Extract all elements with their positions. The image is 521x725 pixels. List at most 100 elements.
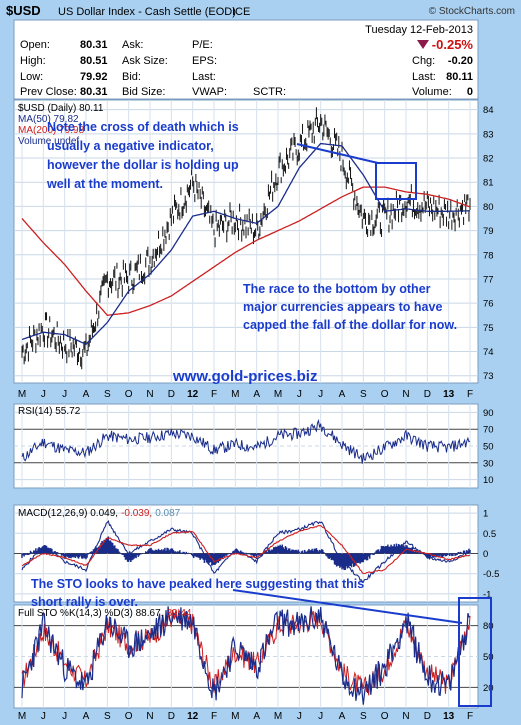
x-tick-label-bottom: J — [62, 711, 67, 722]
x-tick-label-bottom: D — [424, 711, 431, 722]
rsi-y-tick-label: 70 — [483, 425, 494, 436]
rsi-y-tick-label: 30 — [483, 458, 494, 469]
quote-panel — [13, 19, 479, 100]
sto-y-tick-label: 20 — [483, 683, 494, 694]
x-tick-label-top: D — [424, 389, 431, 400]
x-tick-label-bottom: F — [211, 711, 217, 722]
quote-field-label: P/E: — [192, 39, 213, 51]
annotation-line: usually a negative indicator, — [47, 139, 214, 153]
price-y-tick-label: 80 — [483, 202, 494, 213]
annotation-line: major currencies appears to have — [243, 300, 442, 314]
macd-legend: MACD(12,26,9) 0.049, -0.039, 0.087 — [18, 508, 181, 519]
price-y-tick-label: 81 — [483, 178, 494, 189]
x-tick-label-top: M — [231, 389, 239, 400]
ma200-line — [21, 186, 471, 316]
quote-field-label: EPS: — [192, 55, 217, 67]
x-tick-label-bottom: S — [104, 711, 111, 722]
x-tick-label-bottom: O — [381, 711, 389, 722]
macd-legend-hist: 0.087 — [155, 508, 180, 519]
x-tick-label-bottom: A — [253, 711, 260, 722]
quote-date: Tuesday 12-Feb-2013 — [365, 24, 473, 36]
rsi-legend: RSI(14) 55.72 — [18, 406, 81, 417]
sto-legend: Full STO %K(14,3) %D(3) 88.67, 89.44 — [18, 608, 192, 619]
quote-field-label: Bid: — [122, 71, 141, 83]
x-tick-label-top: S — [104, 389, 111, 400]
death-cross-annotation: Note the cross of death which is usually… — [46, 120, 239, 191]
x-tick-label-bottom: A — [339, 711, 346, 722]
sto-legend-main: Full STO %K(14,3) %D(3) 88.67, — [18, 608, 163, 619]
macd-legend-main: MACD(12,26,9) 0.049, — [18, 508, 118, 519]
x-tick-label-top: M — [274, 389, 282, 400]
quote-field-label: Last: — [412, 71, 436, 83]
price-y-tick-label: 78 — [483, 250, 494, 261]
death-cross-pointer — [296, 143, 379, 164]
x-tick-label-top: J — [318, 389, 323, 400]
macd-y-tick-label: 0 — [483, 549, 488, 560]
macd-y-tick-label: 0.5 — [483, 529, 496, 540]
rsi-line — [21, 418, 471, 464]
x-tick-label-bottom: M — [231, 711, 239, 722]
sto-highlight-box — [458, 597, 492, 707]
quote-field-label: SCTR: — [253, 86, 286, 98]
symbol-title: $USD — [6, 3, 41, 18]
annotation-line: capped the fall of the dollar for now. — [243, 318, 457, 332]
ma50-line — [21, 142, 470, 346]
series-layer — [21, 107, 471, 705]
x-tick-label-bottom: M — [274, 711, 282, 722]
x-tick-label-bottom: 13 — [443, 711, 455, 722]
change-percent: -0.25% — [432, 37, 474, 52]
price-y-tick-label: 83 — [483, 129, 494, 140]
price-y-tick-label: 75 — [483, 323, 494, 334]
quote-field-label: Bid Size: — [122, 86, 165, 98]
sto-annotation: The STO looks to have peaked here sugges… — [31, 577, 364, 609]
ma50-legend: MA(50) 79.82 — [18, 114, 79, 125]
x-tick-label-top: F — [467, 389, 473, 400]
x-tick-label-top: J — [62, 389, 67, 400]
x-tick-label-top: N — [402, 389, 409, 400]
sto-legend-d: 89.44 — [166, 608, 191, 619]
instrument-name: US Dollar Index - Cash Settle (EOD) — [58, 6, 236, 18]
x-tick-label-top: S — [360, 389, 367, 400]
x-tick-label-bottom: F — [467, 711, 473, 722]
price-y-tick-label: 77 — [483, 274, 494, 285]
sto-y-tick-label: 80 — [483, 621, 494, 632]
quote-field-value: 0 — [467, 86, 473, 98]
death-cross-highlight-box — [375, 162, 417, 200]
quote-field-label: Ask: — [122, 39, 143, 51]
rsi-y-tick-label: 50 — [483, 442, 494, 453]
x-tick-label-top: O — [125, 389, 133, 400]
quote-field-label: Chg: — [412, 55, 435, 67]
quote-field-value: 80.51 — [80, 55, 108, 67]
x-tick-label-bottom: J — [318, 711, 323, 722]
price-panel — [13, 99, 479, 384]
annotation-line: Note the cross of death which is — [47, 120, 239, 134]
annotation-line: however the dollar is holding up — [47, 158, 239, 172]
sto-pointer — [232, 589, 463, 624]
x-tick-label-bottom: N — [146, 711, 153, 722]
price-y-tick-label: 74 — [483, 347, 494, 358]
macd-signal-line — [21, 525, 471, 575]
price-y-tick-label: 73 — [483, 371, 494, 382]
x-tick-label-top: M — [18, 389, 26, 400]
x-tick-label-bottom: 12 — [187, 711, 199, 722]
price-legend: $USD (Daily) 80.11 — [18, 103, 104, 114]
quote-field-label: Prev Close: — [20, 86, 77, 98]
quote-field-value: 80.31 — [80, 39, 108, 51]
x-tick-label-bottom: J — [41, 711, 46, 722]
x-tick-label-top: O — [381, 389, 389, 400]
x-tick-label-top: A — [339, 389, 346, 400]
x-tick-label-top: J — [41, 389, 46, 400]
rsi-y-tick-label: 90 — [483, 408, 494, 419]
down-arrow-icon — [417, 40, 429, 49]
annotation-line: short rally is over. — [31, 595, 138, 609]
quote-field-label: Ask Size: — [122, 55, 168, 67]
x-tick-label-top: 12 — [187, 389, 199, 400]
price-y-tick-label: 76 — [483, 299, 494, 310]
quote-field-value: 80.11 — [446, 71, 473, 83]
x-tick-label-bottom: S — [360, 711, 367, 722]
x-tick-label-bottom: D — [168, 711, 175, 722]
macd-y-tick-label: -1 — [483, 589, 491, 600]
axis-layer: 7374757677787980818283841030507090-1-0.5… — [18, 105, 500, 722]
